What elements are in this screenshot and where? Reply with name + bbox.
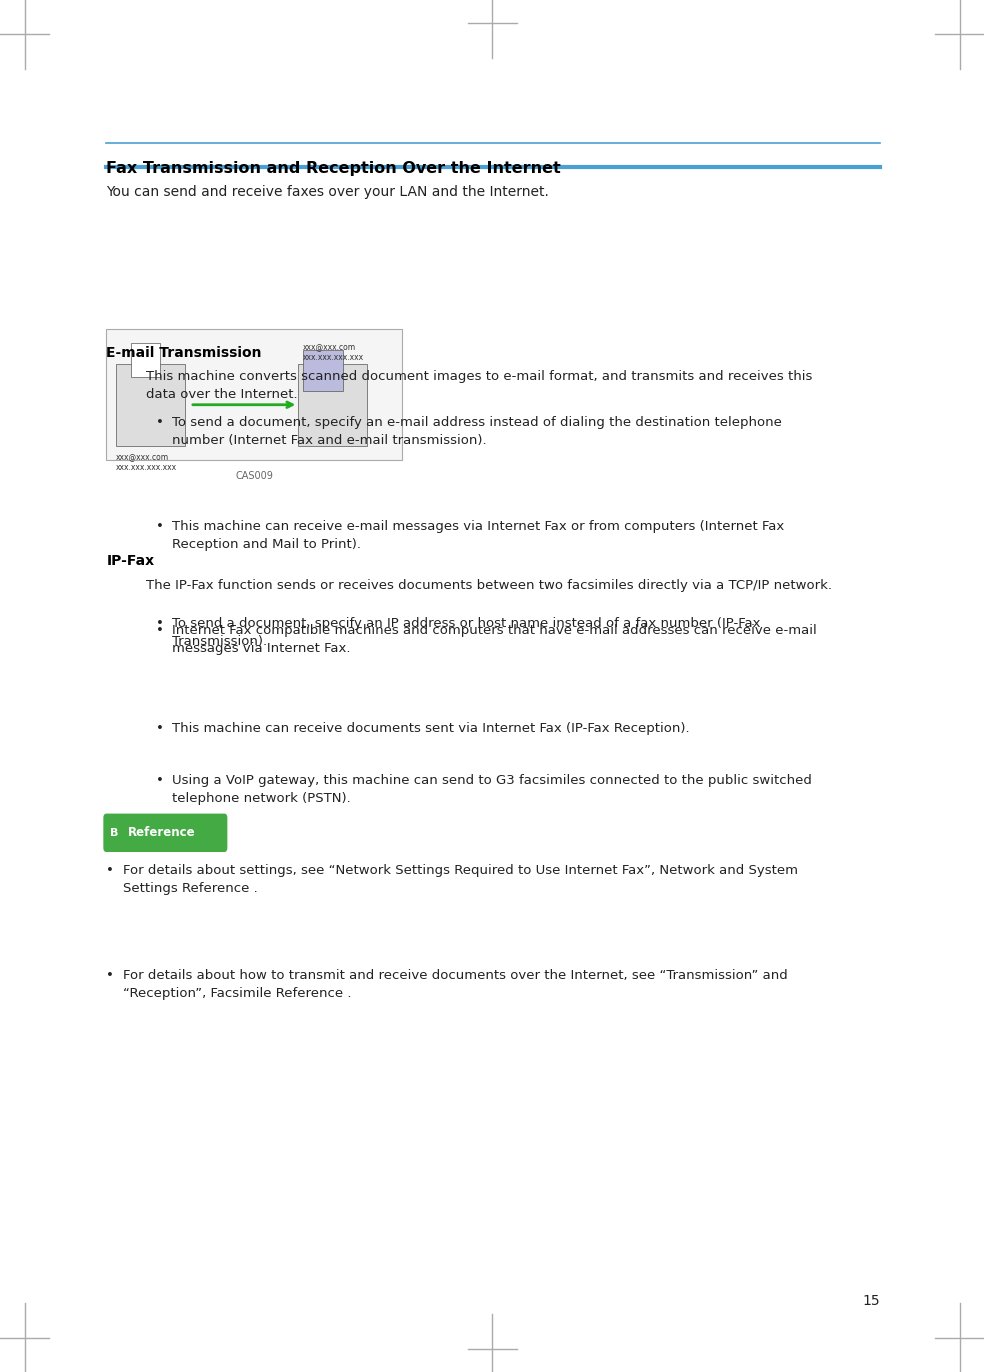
Text: Using a VoIP gateway, this machine can send to G3 facsimiles connected to the pu: Using a VoIP gateway, this machine can s… [172, 774, 812, 805]
Text: •: • [156, 722, 163, 734]
FancyBboxPatch shape [104, 814, 227, 852]
Text: This machine converts scanned document images to e-mail format, and transmits an: This machine converts scanned document i… [146, 370, 812, 402]
Text: To send a document, specify an IP address or host name instead of a fax number (: To send a document, specify an IP addres… [172, 617, 761, 649]
Bar [298, 364, 367, 446]
Text: •: • [156, 416, 163, 428]
Text: For details about settings, see “Network Settings Required to Use Internet Fax”,: For details about settings, see “Network… [123, 864, 798, 896]
Text: xxx@xxx.com
xxx.xxx.xxx.xxx: xxx@xxx.com xxx.xxx.xxx.xxx [116, 453, 177, 472]
Text: •: • [156, 617, 163, 630]
Text: •: • [107, 864, 114, 877]
Text: This machine can receive documents sent via Internet Fax (IP-Fax Reception).: This machine can receive documents sent … [172, 722, 690, 734]
Bar [303, 350, 342, 391]
Text: •: • [156, 774, 163, 786]
Text: B: B [110, 827, 119, 838]
Text: For details about how to transmit and receive documents over the Internet, see “: For details about how to transmit and re… [123, 969, 788, 1000]
Text: •: • [156, 520, 163, 532]
Text: Reference: Reference [128, 826, 195, 840]
Text: To send a document, specify an e-mail address instead of dialing the destination: To send a document, specify an e-mail ad… [172, 416, 782, 447]
Text: E-mail Transmission: E-mail Transmission [107, 346, 262, 359]
Text: You can send and receive faxes over your LAN and the Internet.: You can send and receive faxes over your… [107, 185, 549, 199]
Text: Internet Fax compatible machines and computers that have e-mail addresses can re: Internet Fax compatible machines and com… [172, 624, 817, 656]
Bar [131, 343, 160, 377]
Text: The IP-Fax function sends or receives documents between two facsimiles directly : The IP-Fax function sends or receives do… [146, 579, 832, 591]
Bar [116, 364, 185, 446]
Text: •: • [107, 969, 114, 981]
Text: CAS009: CAS009 [235, 471, 273, 480]
FancyBboxPatch shape [107, 329, 401, 460]
Text: IP-Fax: IP-Fax [107, 554, 155, 568]
Text: This machine can receive e-mail messages via Internet Fax or from computers (Int: This machine can receive e-mail messages… [172, 520, 785, 552]
Text: Fax Transmission and Reception Over the Internet: Fax Transmission and Reception Over the … [107, 161, 561, 176]
Text: •: • [156, 624, 163, 637]
Text: xxx@xxx.com
xxx.xxx.xxx.xxx: xxx@xxx.com xxx.xxx.xxx.xxx [303, 343, 364, 362]
Text: 15: 15 [862, 1294, 880, 1308]
